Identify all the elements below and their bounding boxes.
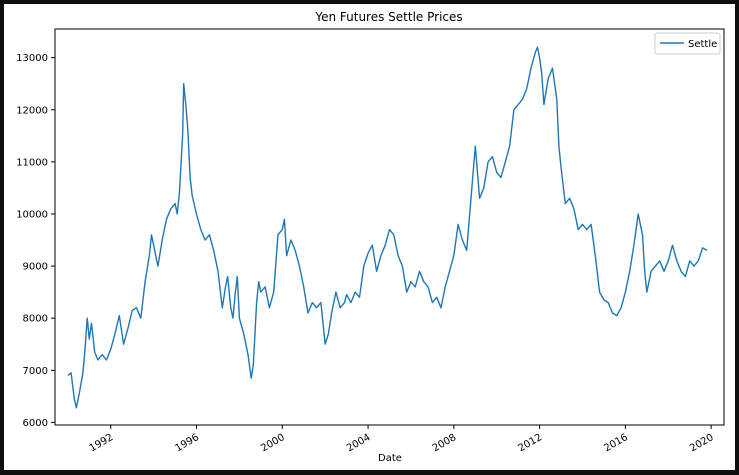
series-line-settle [67, 46, 708, 409]
y-tick-label: 6000 [23, 418, 48, 429]
x-tick-label: 2004 [345, 432, 373, 454]
x-tick-label: 2008 [431, 432, 459, 454]
x-axis: 1992 1996 2000 2004 2008 2012 2016 2020 [88, 425, 716, 454]
y-axis: 6000 7000 8000 9000 10000 11000 12000 13000 [16, 53, 55, 429]
chart-figure: Yen Futures Settle Prices 6000 7000 8000 90… [4, 4, 735, 470]
y-tick-label: 8000 [23, 314, 48, 325]
y-tick-label: 13000 [16, 53, 48, 64]
x-tick-label: 2012 [517, 432, 545, 454]
plot-area [67, 46, 708, 409]
x-tick-label: 2020 [688, 432, 716, 454]
x-tick-label: 1996 [173, 432, 201, 454]
y-tick-label: 11000 [16, 157, 48, 168]
y-tick-label: 9000 [23, 262, 48, 273]
y-tick-label: 7000 [23, 366, 48, 377]
x-tick-label: 2000 [259, 432, 287, 454]
legend: Settle [654, 32, 721, 55]
plot-frame [54, 28, 725, 426]
x-axis-title: Date [378, 453, 402, 464]
line-chart: Yen Futures Settle Prices 6000 7000 8000 90… [16, 10, 725, 464]
x-tick-label: 2016 [602, 432, 630, 454]
x-tick-label: 1992 [88, 432, 116, 454]
legend-box [654, 32, 721, 55]
y-tick-label: 10000 [16, 209, 48, 220]
y-tick-label: 12000 [16, 105, 48, 116]
chart-title: Yen Futures Settle Prices [314, 10, 462, 24]
legend-label-settle: Settle [688, 39, 717, 50]
